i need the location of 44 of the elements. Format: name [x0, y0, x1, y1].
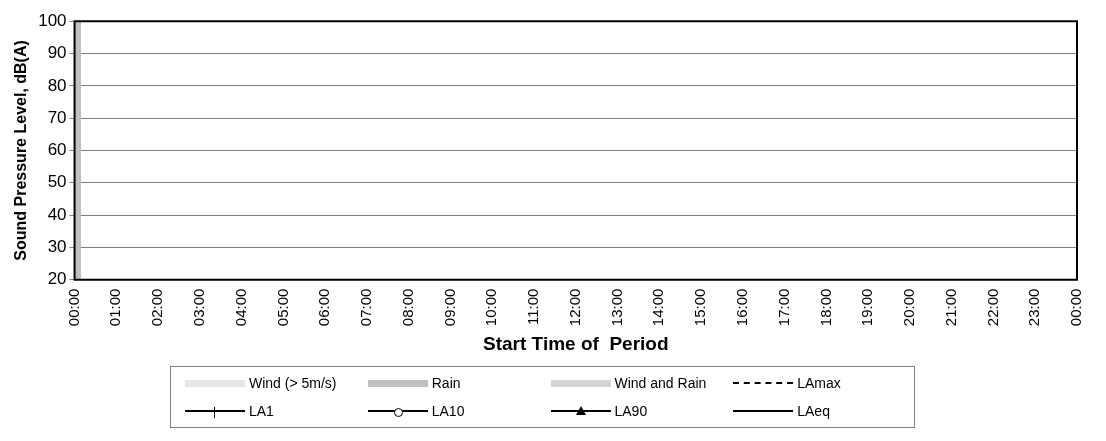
x-tick-label: 06:00 — [315, 288, 333, 327]
x-tick-label: 18:00 — [816, 288, 834, 327]
y-tick-label: 30 — [47, 237, 67, 257]
x-tick-label: 01:00 — [106, 288, 124, 327]
x-tick-label: 19:00 — [858, 288, 876, 327]
y-tick-label: 60 — [47, 140, 67, 160]
legend-label: Wind (> 5m/s) — [249, 375, 337, 391]
x-tick-label: 10:00 — [482, 288, 500, 327]
x-tick-label: 05:00 — [273, 288, 291, 327]
x-tick-label: 14:00 — [649, 288, 667, 327]
x-tick-label: 07:00 — [357, 288, 375, 327]
legend-label: LA1 — [249, 403, 274, 419]
legend-label: LA90 — [614, 403, 648, 419]
legend-label: Wind and Rain — [614, 375, 707, 391]
x-tick-label: 22:00 — [983, 288, 1001, 327]
x-tick-label: 13:00 — [607, 288, 625, 327]
y-axis-title: Sound Pressure Level, dB(A) — [12, 40, 30, 261]
x-tick-label: 00:00 — [1067, 288, 1085, 327]
x-tick-label: 20:00 — [900, 288, 918, 327]
x-tick-label: 16:00 — [733, 288, 750, 327]
y-tick-label: 80 — [47, 75, 67, 95]
x-tick-label: 09:00 — [440, 288, 458, 327]
x-tick-label: 23:00 — [1025, 288, 1043, 327]
y-tick-label: 90 — [47, 43, 67, 63]
legend-label: LAmax — [797, 375, 841, 391]
x-tick-label: 17:00 — [774, 288, 792, 327]
legend-label: LA10 — [431, 403, 465, 419]
x-axis-title: Start Time of Period — [483, 332, 669, 354]
x-tick-label: 00:00 — [64, 288, 82, 327]
x-tick-label: 11:00 — [524, 288, 542, 326]
y-tick-label: 20 — [47, 269, 67, 289]
y-tick-label: 40 — [47, 204, 67, 224]
x-tick-label: 12:00 — [565, 288, 583, 327]
y-tick-label: 50 — [47, 172, 67, 192]
legend-label: Rain — [431, 375, 461, 391]
x-tick-label: 04:00 — [231, 288, 249, 327]
legend-label: LAeq — [797, 403, 830, 419]
y-tick-label: 100 — [38, 10, 67, 30]
x-tick-label: 03:00 — [190, 288, 208, 327]
x-tick-label: 21:00 — [941, 288, 959, 327]
y-tick-label: 70 — [47, 107, 67, 127]
x-tick-label: 08:00 — [398, 288, 416, 327]
x-tick-label: 15:00 — [691, 288, 709, 327]
x-tick-label: 02:00 — [148, 288, 166, 327]
